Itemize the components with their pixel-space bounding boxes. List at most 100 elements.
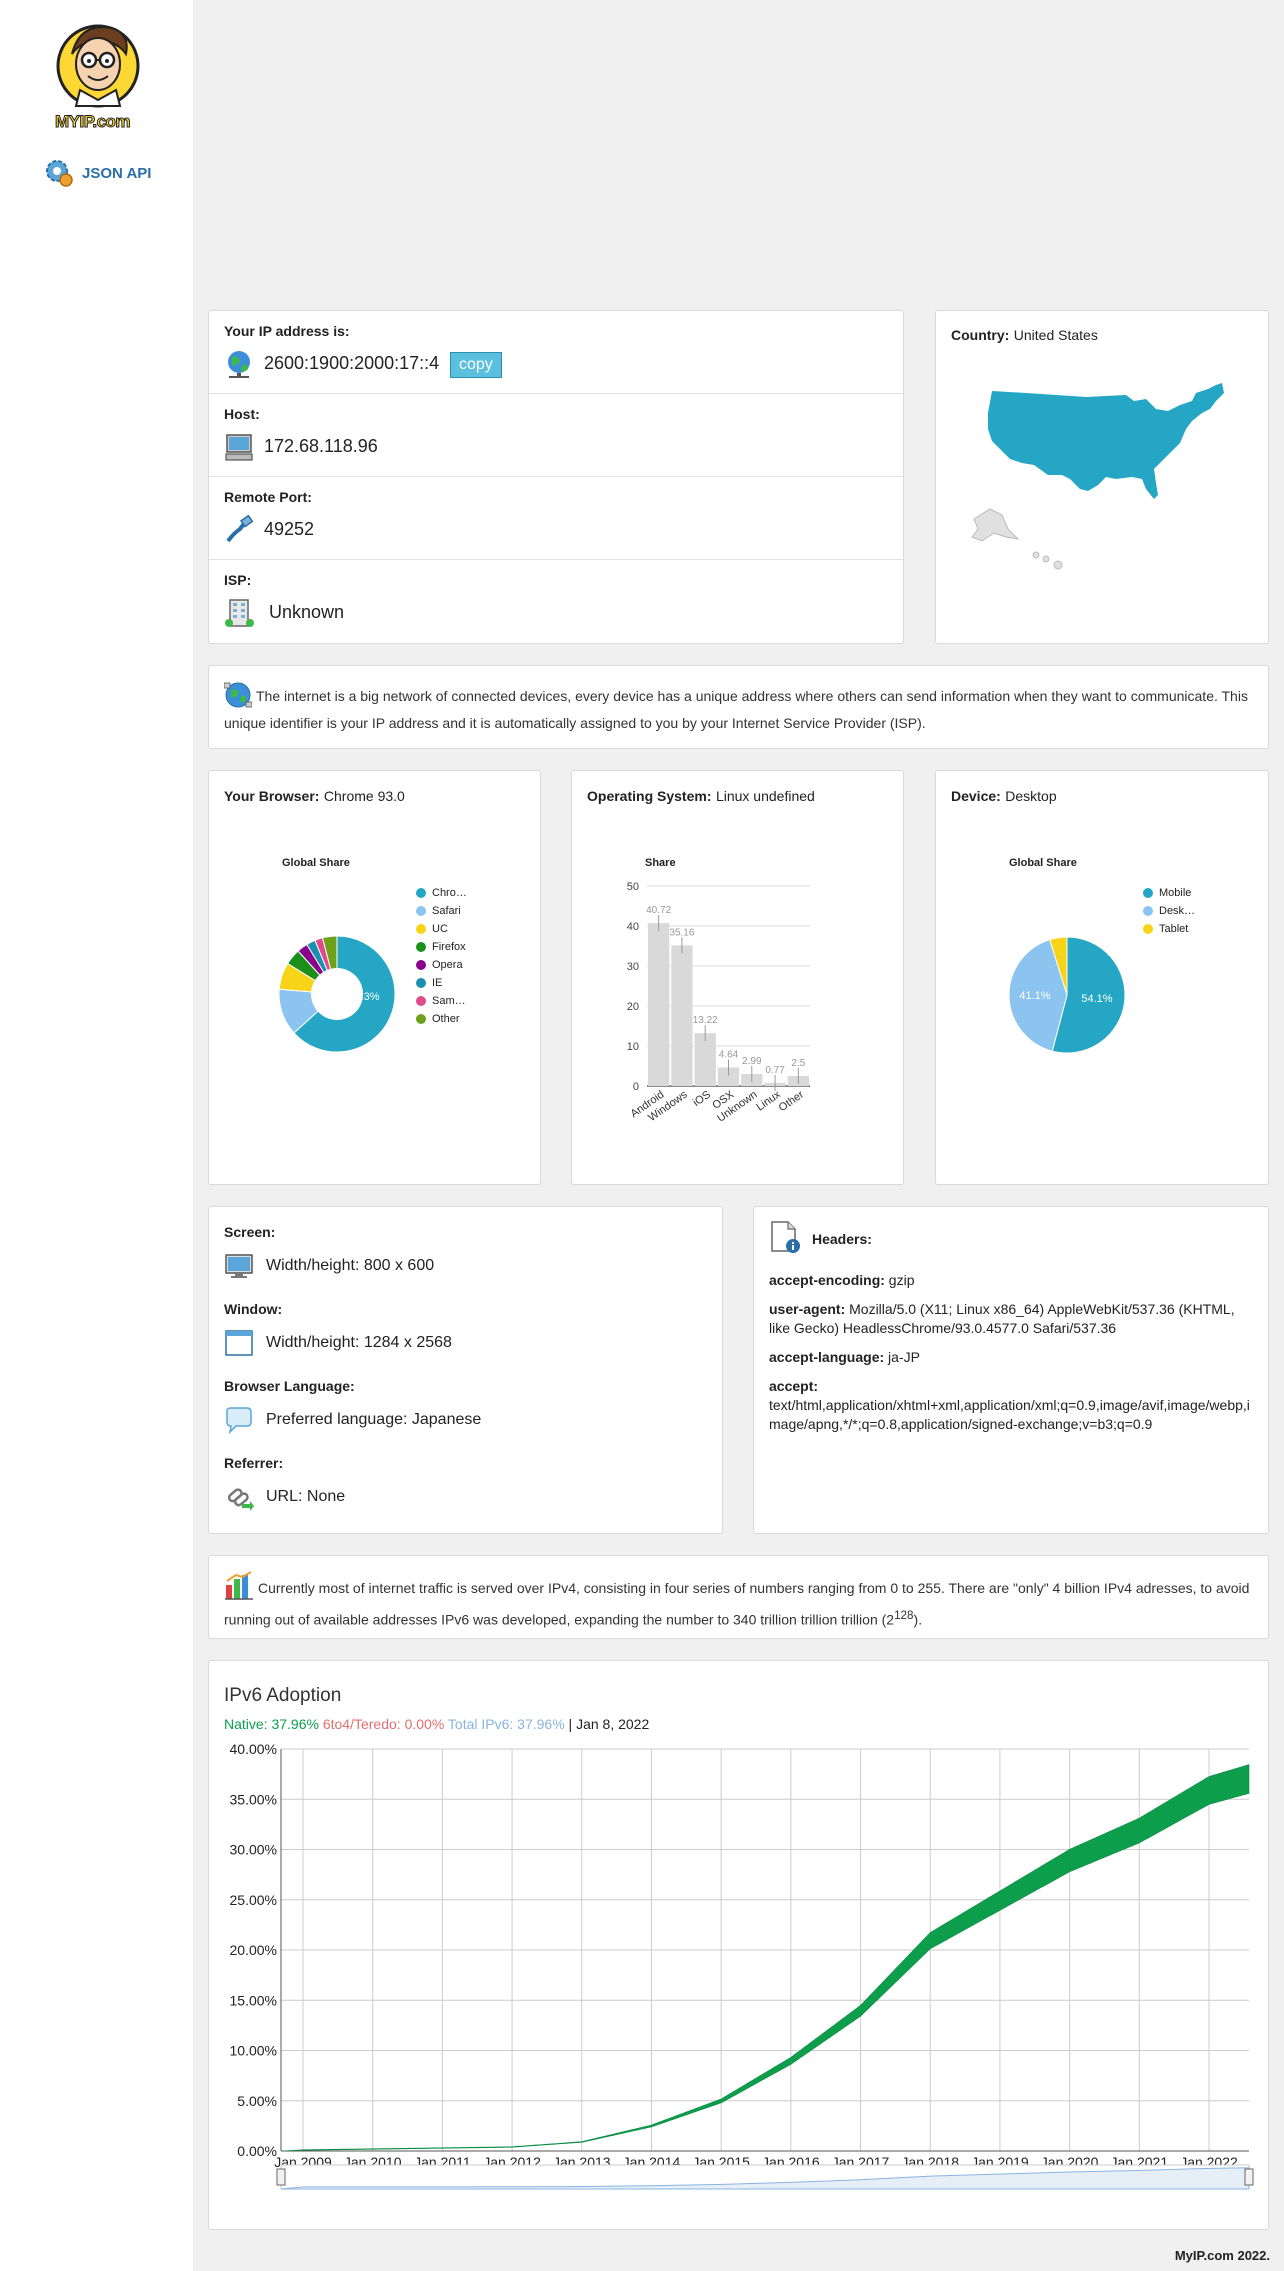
legend-item[interactable]: Sam… xyxy=(416,992,467,1010)
bar-value-label: 35.16 xyxy=(669,927,694,938)
legend-swatch xyxy=(416,924,426,934)
headers-list: accept-encoding: gzip user-agent: Mozill… xyxy=(769,1271,1255,1444)
isp-row: ISP: Unknown xyxy=(209,560,903,644)
y-tick-label: 0 xyxy=(633,1081,639,1093)
device-legend: Mobile Desk… Tablet xyxy=(1143,884,1195,938)
json-api-link[interactable]: JSON API xyxy=(44,158,151,188)
ipv6-total: Total IPv6: 37.96% xyxy=(447,1716,565,1732)
bar-value-label: 0.77 xyxy=(765,1065,785,1076)
language-row: Preferred language: Japanese xyxy=(224,1405,481,1435)
ipv6-adoption-chart[interactable]: 0.00% 5.00% 10.00% 15.00% 20.00% 25.00% 30.00%… xyxy=(209,1733,1268,2223)
y-tick-label: 25.00% xyxy=(230,1892,277,1908)
sidebar: MYIP.com JSON API xyxy=(0,0,193,2271)
port-row: Remote Port: 49252 xyxy=(209,477,903,560)
intro-panel: The internet is a big network of connect… xyxy=(208,665,1269,749)
y-tick-label: 40 xyxy=(627,921,639,933)
device-pie-chart: 54.1% 41.1% xyxy=(1009,937,1125,1053)
legend-swatch xyxy=(416,906,426,916)
legend-label: Chro… xyxy=(432,887,467,899)
donut-hole xyxy=(311,968,363,1020)
header-accept: accept: text/html,application/xhtml+xml,a… xyxy=(769,1377,1255,1434)
os-bar[interactable] xyxy=(717,1067,740,1086)
headers-panel: Headers: accept-encoding: gzip user-agen… xyxy=(753,1206,1269,1534)
legend-item[interactable]: IE xyxy=(416,974,467,992)
device-slice[interactable] xyxy=(1009,938,1068,1052)
legend-swatch xyxy=(416,996,426,1006)
bar-chart-icon xyxy=(225,1571,253,1600)
headers-title: Headers: xyxy=(812,1231,872,1247)
y-tick-label: 20 xyxy=(627,1001,639,1013)
navigator-handle[interactable] xyxy=(276,2168,286,2186)
legend-item[interactable]: Chro… xyxy=(416,884,467,902)
ipv6-native-series[interactable] xyxy=(280,1764,1250,2152)
building-icon xyxy=(225,599,254,627)
ip-address-row: Your IP address is: 2600:1900:2000:17::4… xyxy=(209,311,903,394)
window-label: Window: xyxy=(224,1301,283,1317)
legend-label: Safari xyxy=(432,905,461,917)
os-bar[interactable] xyxy=(694,1033,716,1086)
computer-icon xyxy=(225,434,253,461)
legend-label: Desk… xyxy=(1159,905,1196,917)
header-key: accept-language: xyxy=(769,1349,885,1365)
window-value: Width/height: 1284 x 2568 xyxy=(266,1334,452,1351)
legend-label: Opera xyxy=(432,959,463,971)
monitor-icon xyxy=(225,1254,253,1278)
copy-button[interactable]: copy xyxy=(450,352,502,378)
ipv6-panel: IPv6 Adoption Native: 37.96% 6to4/Teredo… xyxy=(208,1660,1269,2230)
country-text: Country: United States xyxy=(951,327,1098,345)
bar-value-label: 13.22 xyxy=(693,1015,718,1026)
document-info-icon xyxy=(771,1221,800,1253)
y-tick-label: 10.00% xyxy=(230,2043,277,2059)
logo-text[interactable]: MYIP.com xyxy=(54,112,131,132)
us-map-icon xyxy=(971,383,1224,570)
legend-item[interactable]: Desk… xyxy=(1143,902,1195,920)
legend-item[interactable]: Safari xyxy=(416,902,467,920)
legend-item[interactable]: Mobile xyxy=(1143,884,1195,902)
y-tick-label: 0.00% xyxy=(237,2143,277,2159)
intro-paragraph: The internet is a big network of connect… xyxy=(223,681,1253,737)
json-api-label: JSON API xyxy=(82,164,152,182)
legend-label: Other xyxy=(432,1013,460,1025)
ip-panel: Your IP address is: 2600:1900:2000:17::4… xyxy=(208,310,904,644)
device-slice[interactable] xyxy=(1049,937,1068,996)
country-label: Country: xyxy=(951,327,1010,343)
legend-item[interactable]: Tablet xyxy=(1143,920,1195,938)
language-label: Browser Language: xyxy=(224,1378,355,1394)
network-globe-icon xyxy=(223,682,253,708)
host-value: 172.68.118.96 xyxy=(264,436,378,456)
os-bar[interactable] xyxy=(648,923,670,1086)
isp-value: Unknown xyxy=(269,602,345,622)
plug-icon xyxy=(226,515,254,543)
browser-text: Your Browser: Chrome 93.0 xyxy=(224,788,405,806)
header-user-agent: user-agent: Mozilla/5.0 (X11; Linux x86_… xyxy=(769,1300,1255,1338)
header-value: gzip xyxy=(888,1272,915,1288)
legend-item[interactable]: Firefox xyxy=(416,938,467,956)
logo-character-icon[interactable] xyxy=(50,14,146,132)
device-slice[interactable] xyxy=(1051,937,1125,1053)
footer-text: MyIP.com 2022. xyxy=(1174,2248,1270,2263)
legend-item[interactable]: Opera xyxy=(416,956,467,974)
port-value: 49252 xyxy=(264,519,315,539)
legend-label: Sam… xyxy=(432,995,466,1007)
screen-label: Screen: xyxy=(224,1224,276,1240)
os-bar[interactable] xyxy=(671,945,693,1086)
legend-swatch xyxy=(416,960,426,970)
bar-value-label: 2.5 xyxy=(791,1058,805,1069)
browser-panel: Your Browser: Chrome 93.0 Global Share 4… xyxy=(208,770,541,1185)
ipv6-teredo: 6to4/Teredo: 0.00% xyxy=(322,1716,445,1732)
y-tick-label: 5.00% xyxy=(237,2093,277,2109)
legend-item[interactable]: Other xyxy=(416,1010,467,1028)
navigator-handle[interactable] xyxy=(1244,2168,1254,2186)
y-tick-label: 30 xyxy=(627,961,639,973)
legend-swatch xyxy=(1143,888,1153,898)
browser-legend: Chro… Safari UC Firefox Opera IE Sam… Other xyxy=(416,884,467,1028)
desktop-slice-label: 41.1% xyxy=(1019,990,1050,1002)
host-label: Host: xyxy=(224,406,260,422)
legend-item[interactable]: UC xyxy=(416,920,467,938)
x-tick-label: Other xyxy=(777,1088,807,1114)
ipv6-date: | Jan 8, 2022 xyxy=(568,1716,650,1732)
speech-bubble-icon xyxy=(226,1407,252,1435)
country-panel: Country: United States xyxy=(935,310,1269,644)
browser-label: Your Browser: xyxy=(224,788,320,804)
ip-label: Your IP address is: xyxy=(224,323,350,339)
